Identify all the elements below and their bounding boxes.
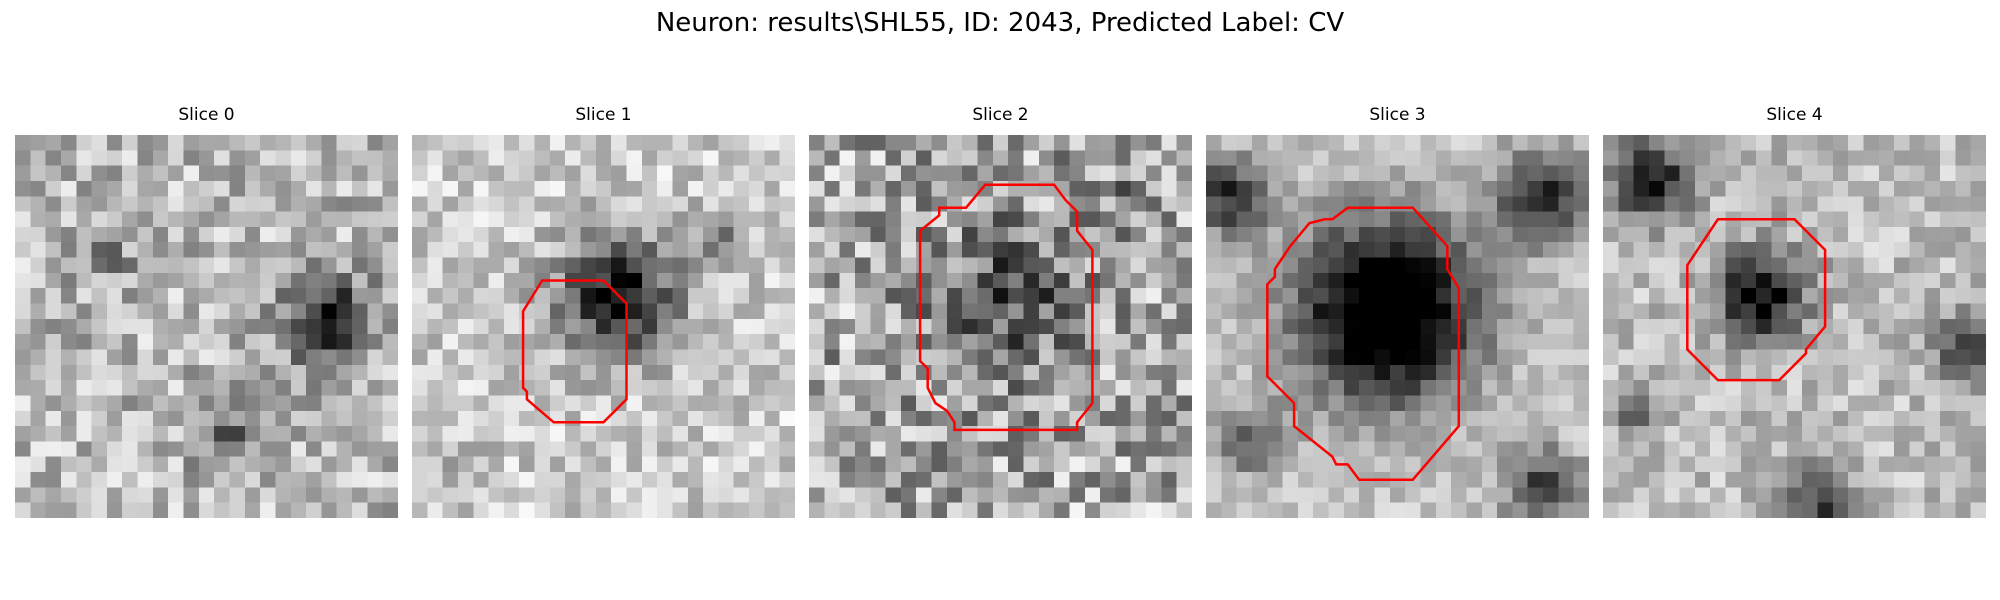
roi-outline <box>1686 218 1827 382</box>
slice-image <box>1603 135 1986 518</box>
slice-title: Slice 3 <box>1369 105 1426 125</box>
slice-panel-2: Slice 2 <box>809 104 1192 518</box>
figure-title: Neuron: results\SHL55, ID: 2043, Predict… <box>655 8 1345 38</box>
slice-title: Slice 2 <box>972 105 1029 125</box>
roi-outline <box>1266 206 1461 481</box>
slice-title: Slice 1 <box>575 105 632 125</box>
slice-image <box>15 135 398 518</box>
slice-image <box>412 135 795 518</box>
slice-panel-0: Slice 0 <box>15 104 398 518</box>
slice-image <box>1206 135 1589 518</box>
slice-panel-4: Slice 4 <box>1603 104 1986 518</box>
roi-outline <box>918 183 1094 432</box>
slice-panel-3: Slice 3 <box>1206 104 1589 518</box>
slice-title: Slice 4 <box>1766 105 1823 125</box>
slice-title: Slice 0 <box>178 105 235 125</box>
slice-panel-1: Slice 1 <box>412 104 795 518</box>
roi-outline <box>521 279 628 424</box>
slice-image <box>809 135 1192 518</box>
